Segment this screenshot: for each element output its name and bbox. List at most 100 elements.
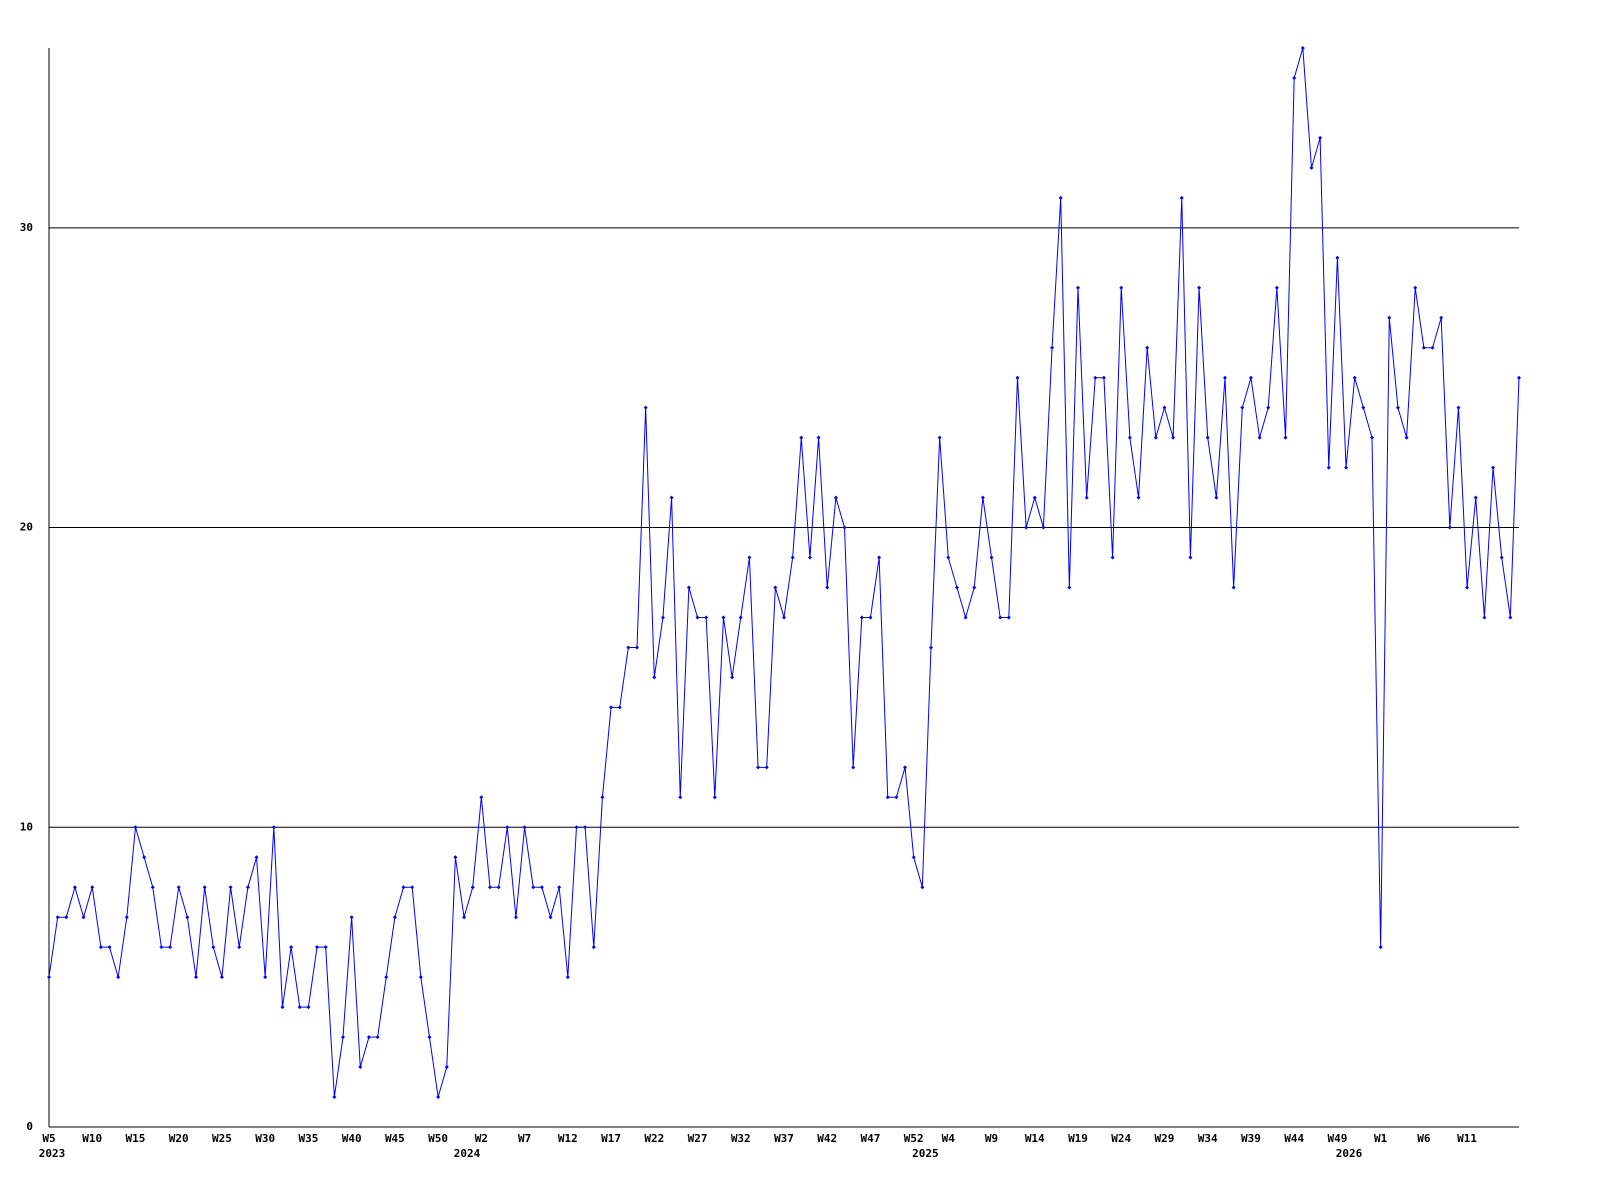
data-point [1387,315,1392,320]
data-point [1335,255,1340,260]
x-tick-label: W50 [428,1132,448,1145]
data-point [1378,945,1383,950]
data-point [522,825,527,830]
x-tick-label: W2 [475,1132,488,1145]
data-point [1517,375,1521,380]
data-point [660,615,665,620]
x-tick-label: W24 [1111,1132,1131,1145]
data-point [142,855,147,860]
y-tick-label: 0 [26,1120,33,1133]
data-point [1188,555,1193,560]
data-point [946,555,951,560]
data-point [436,1095,441,1100]
data-point [1050,345,1055,350]
data-point [1404,435,1409,440]
data-point [686,585,691,590]
data-point [1499,555,1504,560]
x-year-label: 2023 [39,1147,66,1160]
data-point [133,825,138,830]
data-point [263,975,268,980]
data-point [868,615,873,620]
data-point [1370,435,1374,440]
x-year-label: 2026 [1336,1147,1363,1160]
data-point [903,765,908,770]
data-point [583,825,588,830]
data-point [1473,495,1478,500]
x-tick-label: W27 [688,1132,708,1145]
data-point [513,915,518,920]
data-point [678,795,683,800]
x-tick-label: W29 [1155,1132,1175,1145]
data-point [972,585,977,590]
data-point [885,795,890,800]
data-point [90,885,95,890]
data-point [859,615,864,620]
data-point [488,885,492,890]
x-tick-label: W6 [1417,1132,1431,1145]
data-point [1421,345,1426,350]
data-point [237,945,242,950]
x-tick-label: W25 [212,1132,232,1145]
x-tick-label: W30 [255,1132,275,1145]
data-point [816,435,821,440]
data-point [245,885,250,890]
data-point [254,855,259,860]
x-year-label: 2025 [912,1147,939,1160]
x-tick-label: W14 [1025,1132,1045,1145]
data-point [1465,585,1470,590]
data-point [1508,615,1513,620]
data-point [375,1035,380,1040]
x-tick-label: W19 [1068,1132,1088,1145]
data-point [954,585,959,590]
data-point [1248,375,1253,380]
data-point [358,1065,363,1070]
data-point [427,1035,432,1040]
data-point [1456,405,1461,410]
x-tick-label: W45 [385,1132,405,1145]
x-tick-label: W39 [1241,1132,1261,1145]
data-point [721,615,726,620]
data-point [55,915,60,920]
data-point [1482,615,1487,620]
data-point [116,975,121,980]
data-point [1447,525,1452,530]
data-point [1257,435,1262,440]
data-point [643,405,648,410]
data-point [1179,195,1184,200]
data-point [341,1035,345,1040]
data-point [807,555,812,560]
x-tick-label: W44 [1284,1132,1304,1145]
data-point [980,495,985,500]
data-point [418,975,423,980]
data-point [1145,345,1150,350]
data-point [453,855,458,860]
x-tick-label: W4 [942,1132,956,1145]
data-point [1032,495,1037,500]
data-point [1318,135,1323,140]
data-point [479,795,484,800]
x-tick-label: W15 [126,1132,146,1145]
x-tick-label: W47 [861,1132,881,1145]
x-tick-label: W32 [731,1132,751,1145]
x-year-label: 2024 [454,1147,481,1160]
data-point [1197,285,1202,290]
data-point [635,645,639,650]
y-tick-label: 30 [20,221,33,234]
data-point [332,1095,337,1100]
x-tick-label: W37 [774,1132,794,1145]
data-point [366,1035,371,1040]
data-point [98,945,103,950]
data-point [963,615,968,620]
data-point [764,765,769,770]
data-point [998,615,1003,620]
x-tick-label: W5 [42,1132,55,1145]
data-point [989,555,994,560]
data-point [1110,555,1115,560]
data-point [496,885,501,890]
data-point [1214,495,1219,500]
data-point [150,885,155,890]
data-point [1136,495,1141,500]
data-point [1058,195,1063,200]
data-point [1223,375,1227,380]
